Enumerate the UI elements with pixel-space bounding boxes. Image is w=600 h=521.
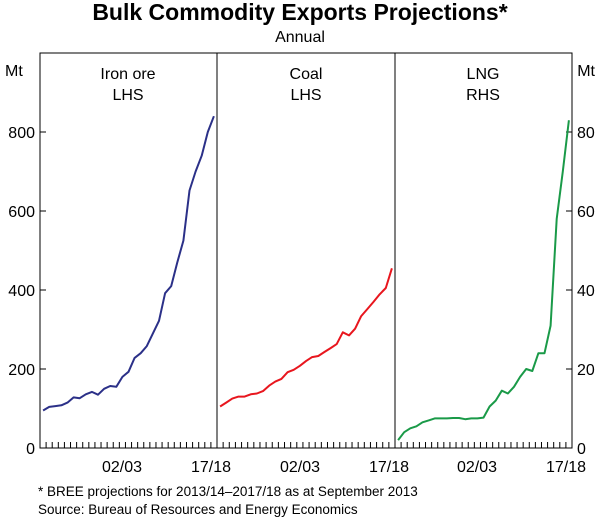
series-lines — [42, 115, 570, 441]
series-line-lng — [397, 120, 570, 441]
axis-ticks — [40, 131, 572, 449]
right-axis-unit: Mt — [577, 63, 595, 80]
x-tick-label: 02/03 — [280, 459, 320, 476]
x-tick-label: 02/03 — [102, 459, 142, 476]
footnote: * BREE projections for 2013/14–2017/18 a… — [38, 484, 418, 499]
left-tick-label: 600 — [8, 204, 35, 221]
left-tick-label: 200 — [8, 362, 35, 379]
right-tick-label: 0 — [577, 441, 586, 458]
series-line-iron-ore — [42, 115, 215, 412]
x-tick-label: 17/18 — [546, 459, 586, 476]
panel-title-iron-ore: Iron ore — [100, 66, 155, 83]
chart-subtitle: Annual — [275, 29, 325, 46]
panel-axis-iron-ore: LHS — [112, 87, 143, 104]
x-tick-label: 17/18 — [191, 459, 231, 476]
left-tick-label: 800 — [8, 125, 35, 142]
left-tick-label: 400 — [8, 283, 35, 300]
right-tick-label: 80 — [577, 125, 595, 142]
panel-title-coal: Coal — [290, 66, 323, 83]
plot-frame — [39, 52, 573, 449]
x-tick-label: 17/18 — [369, 459, 409, 476]
panel-axis-coal: LHS — [290, 87, 321, 104]
source-note: Source: Bureau of Resources and Energy E… — [38, 502, 358, 517]
panel-title-lng: LNG — [467, 66, 500, 83]
left-tick-label: 0 — [26, 441, 35, 458]
series-line-coal — [219, 268, 393, 408]
panel-axis-lng: RHS — [466, 87, 500, 104]
right-tick-label: 20 — [577, 362, 595, 379]
x-tick-label: 02/03 — [457, 459, 497, 476]
right-tick-label: 60 — [577, 204, 595, 221]
left-axis-unit: Mt — [5, 63, 23, 80]
right-tick-label: 40 — [577, 283, 595, 300]
chart-title: Bulk Commodity Exports Projections* — [92, 0, 507, 25]
